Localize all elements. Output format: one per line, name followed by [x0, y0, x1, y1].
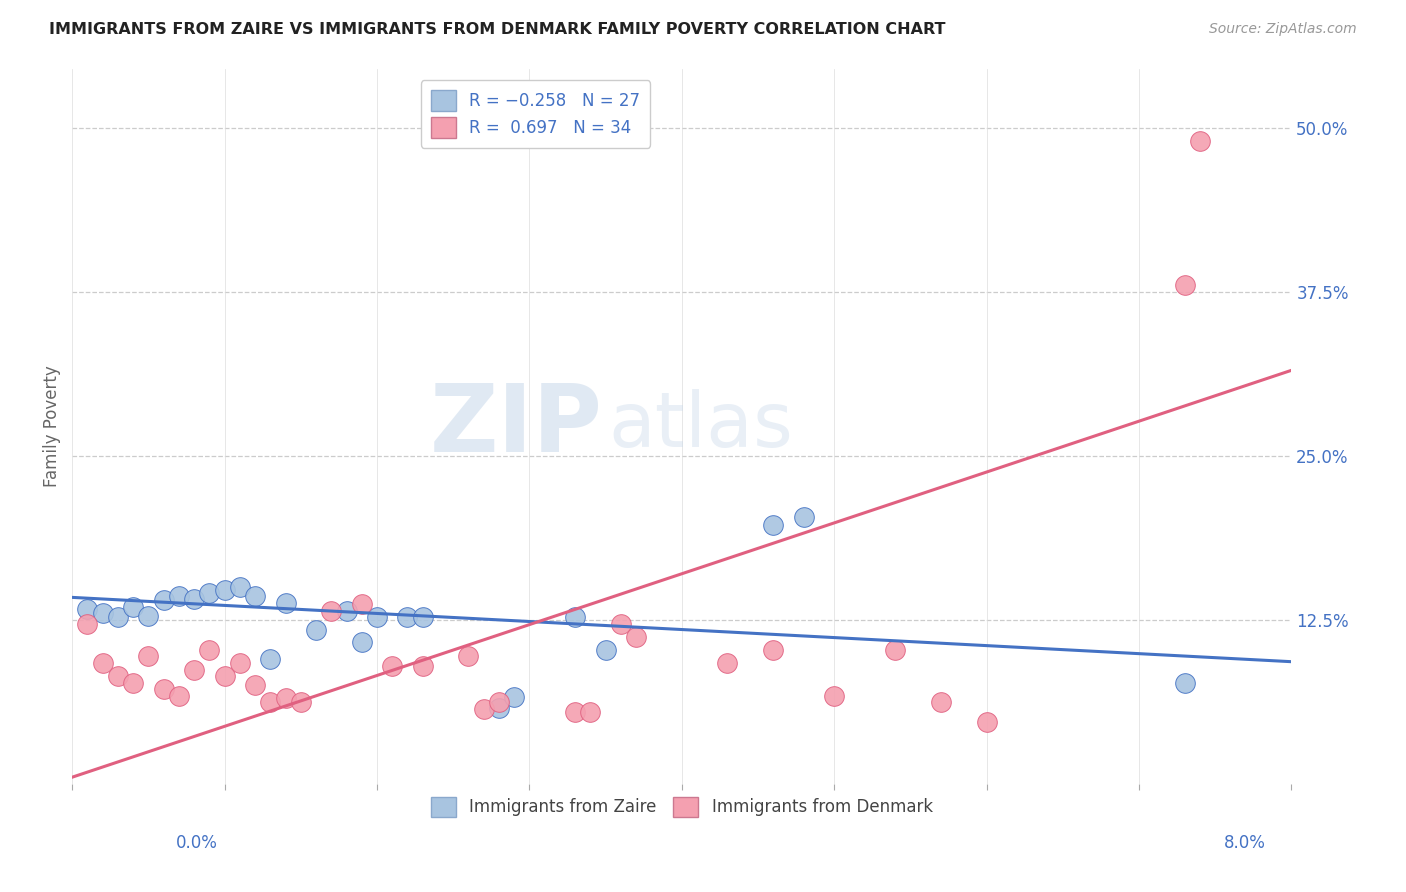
Point [350, 597, 373, 611]
Point [167, 689, 190, 703]
Point [214, 669, 236, 683]
Point [259, 652, 281, 666]
Point [929, 695, 952, 709]
Point [290, 695, 312, 709]
Point [305, 623, 328, 637]
Point [624, 630, 647, 644]
Text: 0.0%: 0.0% [176, 834, 218, 852]
Point [488, 695, 510, 709]
Point [76, 616, 98, 631]
Point [350, 635, 373, 649]
Point [366, 610, 388, 624]
Point [335, 603, 357, 617]
Point [1188, 134, 1211, 148]
Point [183, 591, 205, 606]
Text: IMMIGRANTS FROM ZAIRE VS IMMIGRANTS FROM DENMARK FAMILY POVERTY CORRELATION CHAR: IMMIGRANTS FROM ZAIRE VS IMMIGRANTS FROM… [49, 22, 946, 37]
Text: atlas: atlas [609, 389, 793, 463]
Point [716, 656, 738, 670]
Point [595, 643, 617, 657]
Point [214, 582, 236, 597]
Point [152, 593, 174, 607]
Point [884, 643, 907, 657]
Legend: Immigrants from Zaire, Immigrants from Denmark: Immigrants from Zaire, Immigrants from D… [423, 789, 941, 825]
Point [321, 603, 343, 617]
Point [610, 616, 633, 631]
Point [503, 690, 526, 705]
Y-axis label: Family Poverty: Family Poverty [44, 365, 60, 487]
Point [564, 705, 586, 719]
Point [793, 510, 815, 524]
Point [76, 602, 98, 616]
Point [107, 669, 129, 683]
Point [229, 656, 252, 670]
Point [762, 643, 785, 657]
Point [107, 610, 129, 624]
Point [1174, 278, 1197, 293]
Point [472, 702, 495, 716]
Point [274, 596, 297, 610]
Point [138, 608, 160, 623]
Point [412, 610, 434, 624]
Point [976, 714, 998, 729]
Point [564, 610, 586, 624]
Point [122, 599, 145, 614]
Point [229, 580, 252, 594]
Point [823, 689, 845, 703]
Point [183, 663, 205, 677]
Point [274, 691, 297, 706]
Point [412, 658, 434, 673]
Point [91, 656, 114, 670]
Point [396, 610, 419, 624]
Text: Source: ZipAtlas.com: Source: ZipAtlas.com [1209, 22, 1357, 37]
Point [579, 705, 602, 719]
Point [488, 700, 510, 714]
Point [198, 586, 221, 600]
Point [1174, 675, 1197, 690]
Text: 8.0%: 8.0% [1223, 834, 1265, 852]
Point [91, 606, 114, 620]
Point [138, 649, 160, 664]
Point [122, 675, 145, 690]
Point [243, 678, 266, 692]
Point [259, 695, 281, 709]
Point [198, 643, 221, 657]
Point [762, 518, 785, 533]
Point [243, 589, 266, 603]
Point [167, 589, 190, 603]
Point [381, 658, 404, 673]
Point [457, 649, 479, 664]
Point [152, 682, 174, 697]
Text: ZIP: ZIP [430, 380, 603, 472]
